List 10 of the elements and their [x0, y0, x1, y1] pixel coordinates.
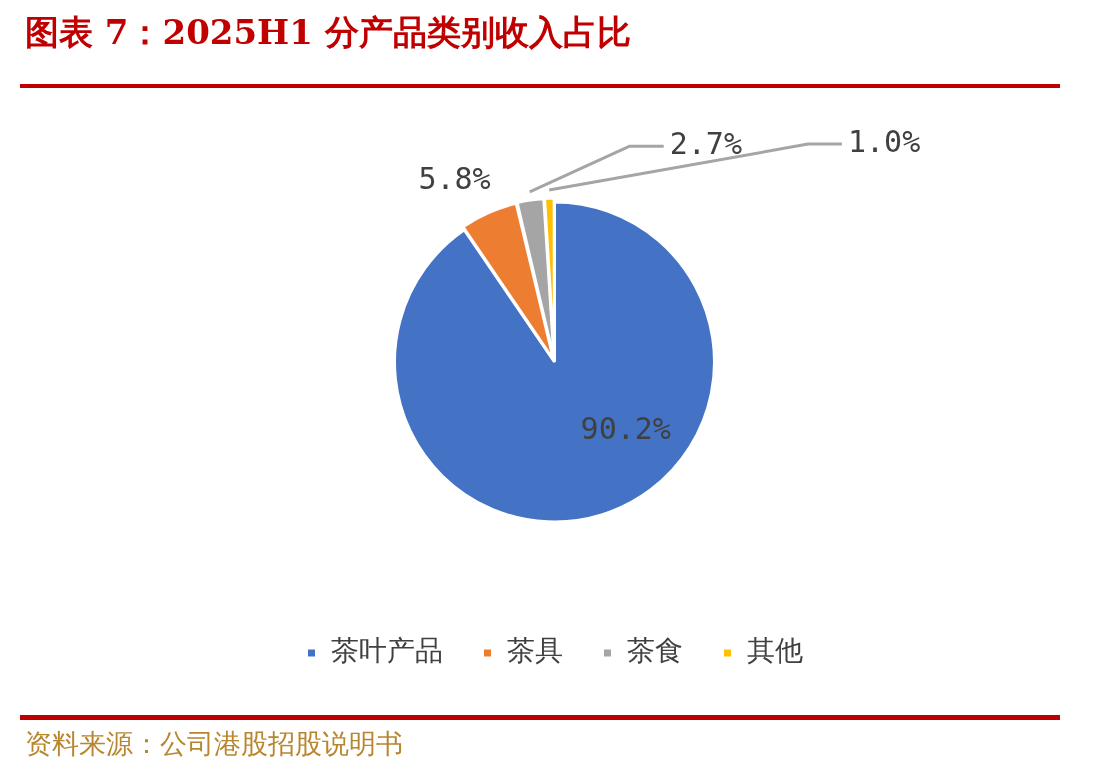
data-label: 1.0% — [847, 123, 921, 159]
legend-label: 茶具 — [506, 634, 563, 668]
data-label: 2.7% — [669, 125, 742, 161]
data-label: 90.2% — [580, 410, 671, 446]
legend-label: 其他 — [746, 634, 803, 668]
data-label: 5.8% — [418, 160, 491, 196]
text: 资料来源：公司港股招股说明书 — [25, 727, 403, 761]
chart-title: 图表 7：2025H1 分产品类别收入占比 — [25, 11, 631, 54]
legend-label: 茶食 — [626, 634, 683, 668]
legend-label: 茶叶产品 — [330, 634, 443, 668]
